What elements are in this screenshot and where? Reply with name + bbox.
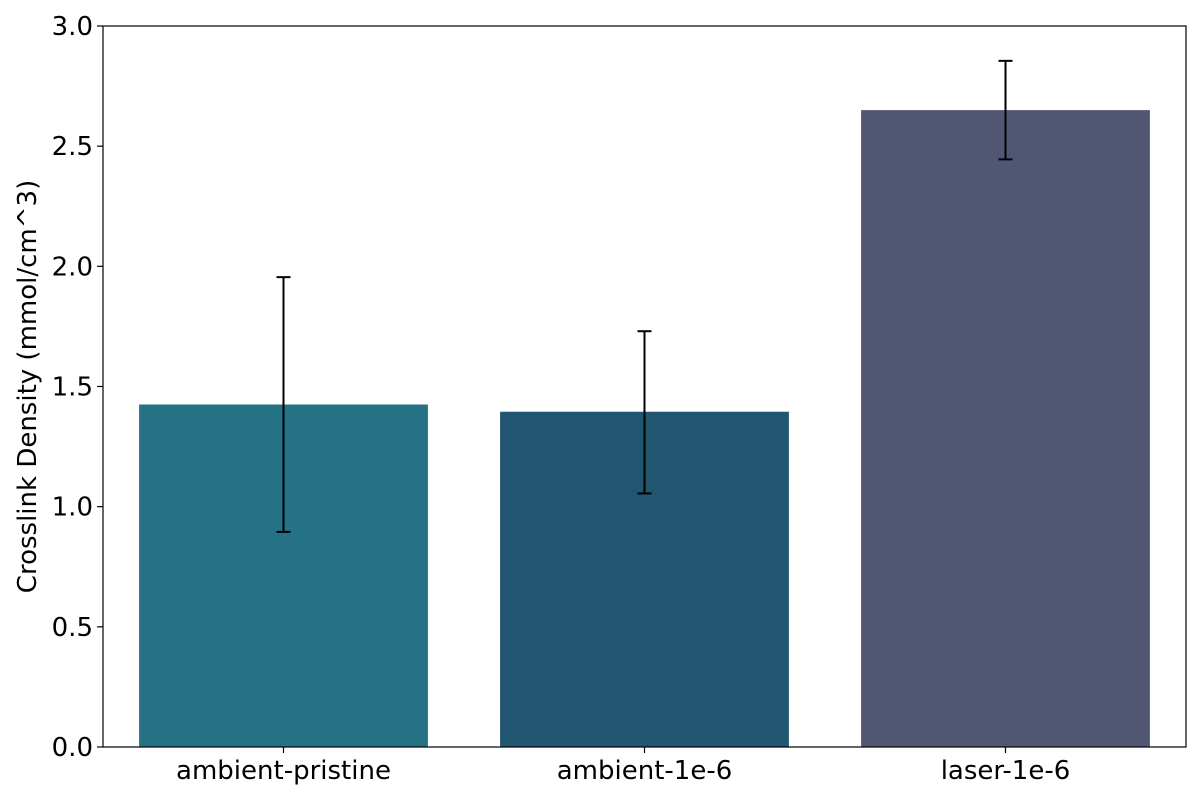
y-tick-label: 0.5 <box>52 613 93 643</box>
plot-marks <box>139 59 1150 747</box>
y-tick-label: 3.0 <box>52 12 93 42</box>
x-tick-label: ambient-1e-6 <box>557 756 733 786</box>
error-bar-laser-1e-6 <box>998 59 1013 161</box>
x-axis-ticks: ambient-pristine ambient-1e-6 laser-1e-6 <box>176 747 1070 786</box>
y-tick-label: 1.0 <box>52 493 93 523</box>
y-axis-title: Crosslink Density (mmol/cm^3) <box>13 180 43 593</box>
bar-laser-1e-6 <box>861 110 1150 747</box>
y-tick-label: 2.5 <box>52 132 93 162</box>
x-tick-label: ambient-pristine <box>176 756 391 786</box>
x-tick-label: laser-1e-6 <box>941 756 1071 786</box>
y-tick-label: 2.0 <box>52 252 93 282</box>
y-tick-label: 0.0 <box>52 733 93 763</box>
y-axis-ticks: 0.0 0.5 1.0 1.5 2.0 2.5 3.0 <box>52 12 103 763</box>
error-bar-ambient-pristine <box>276 276 291 533</box>
error-bar-ambient-1e-6 <box>637 330 652 495</box>
y-tick-label: 1.5 <box>52 373 93 403</box>
